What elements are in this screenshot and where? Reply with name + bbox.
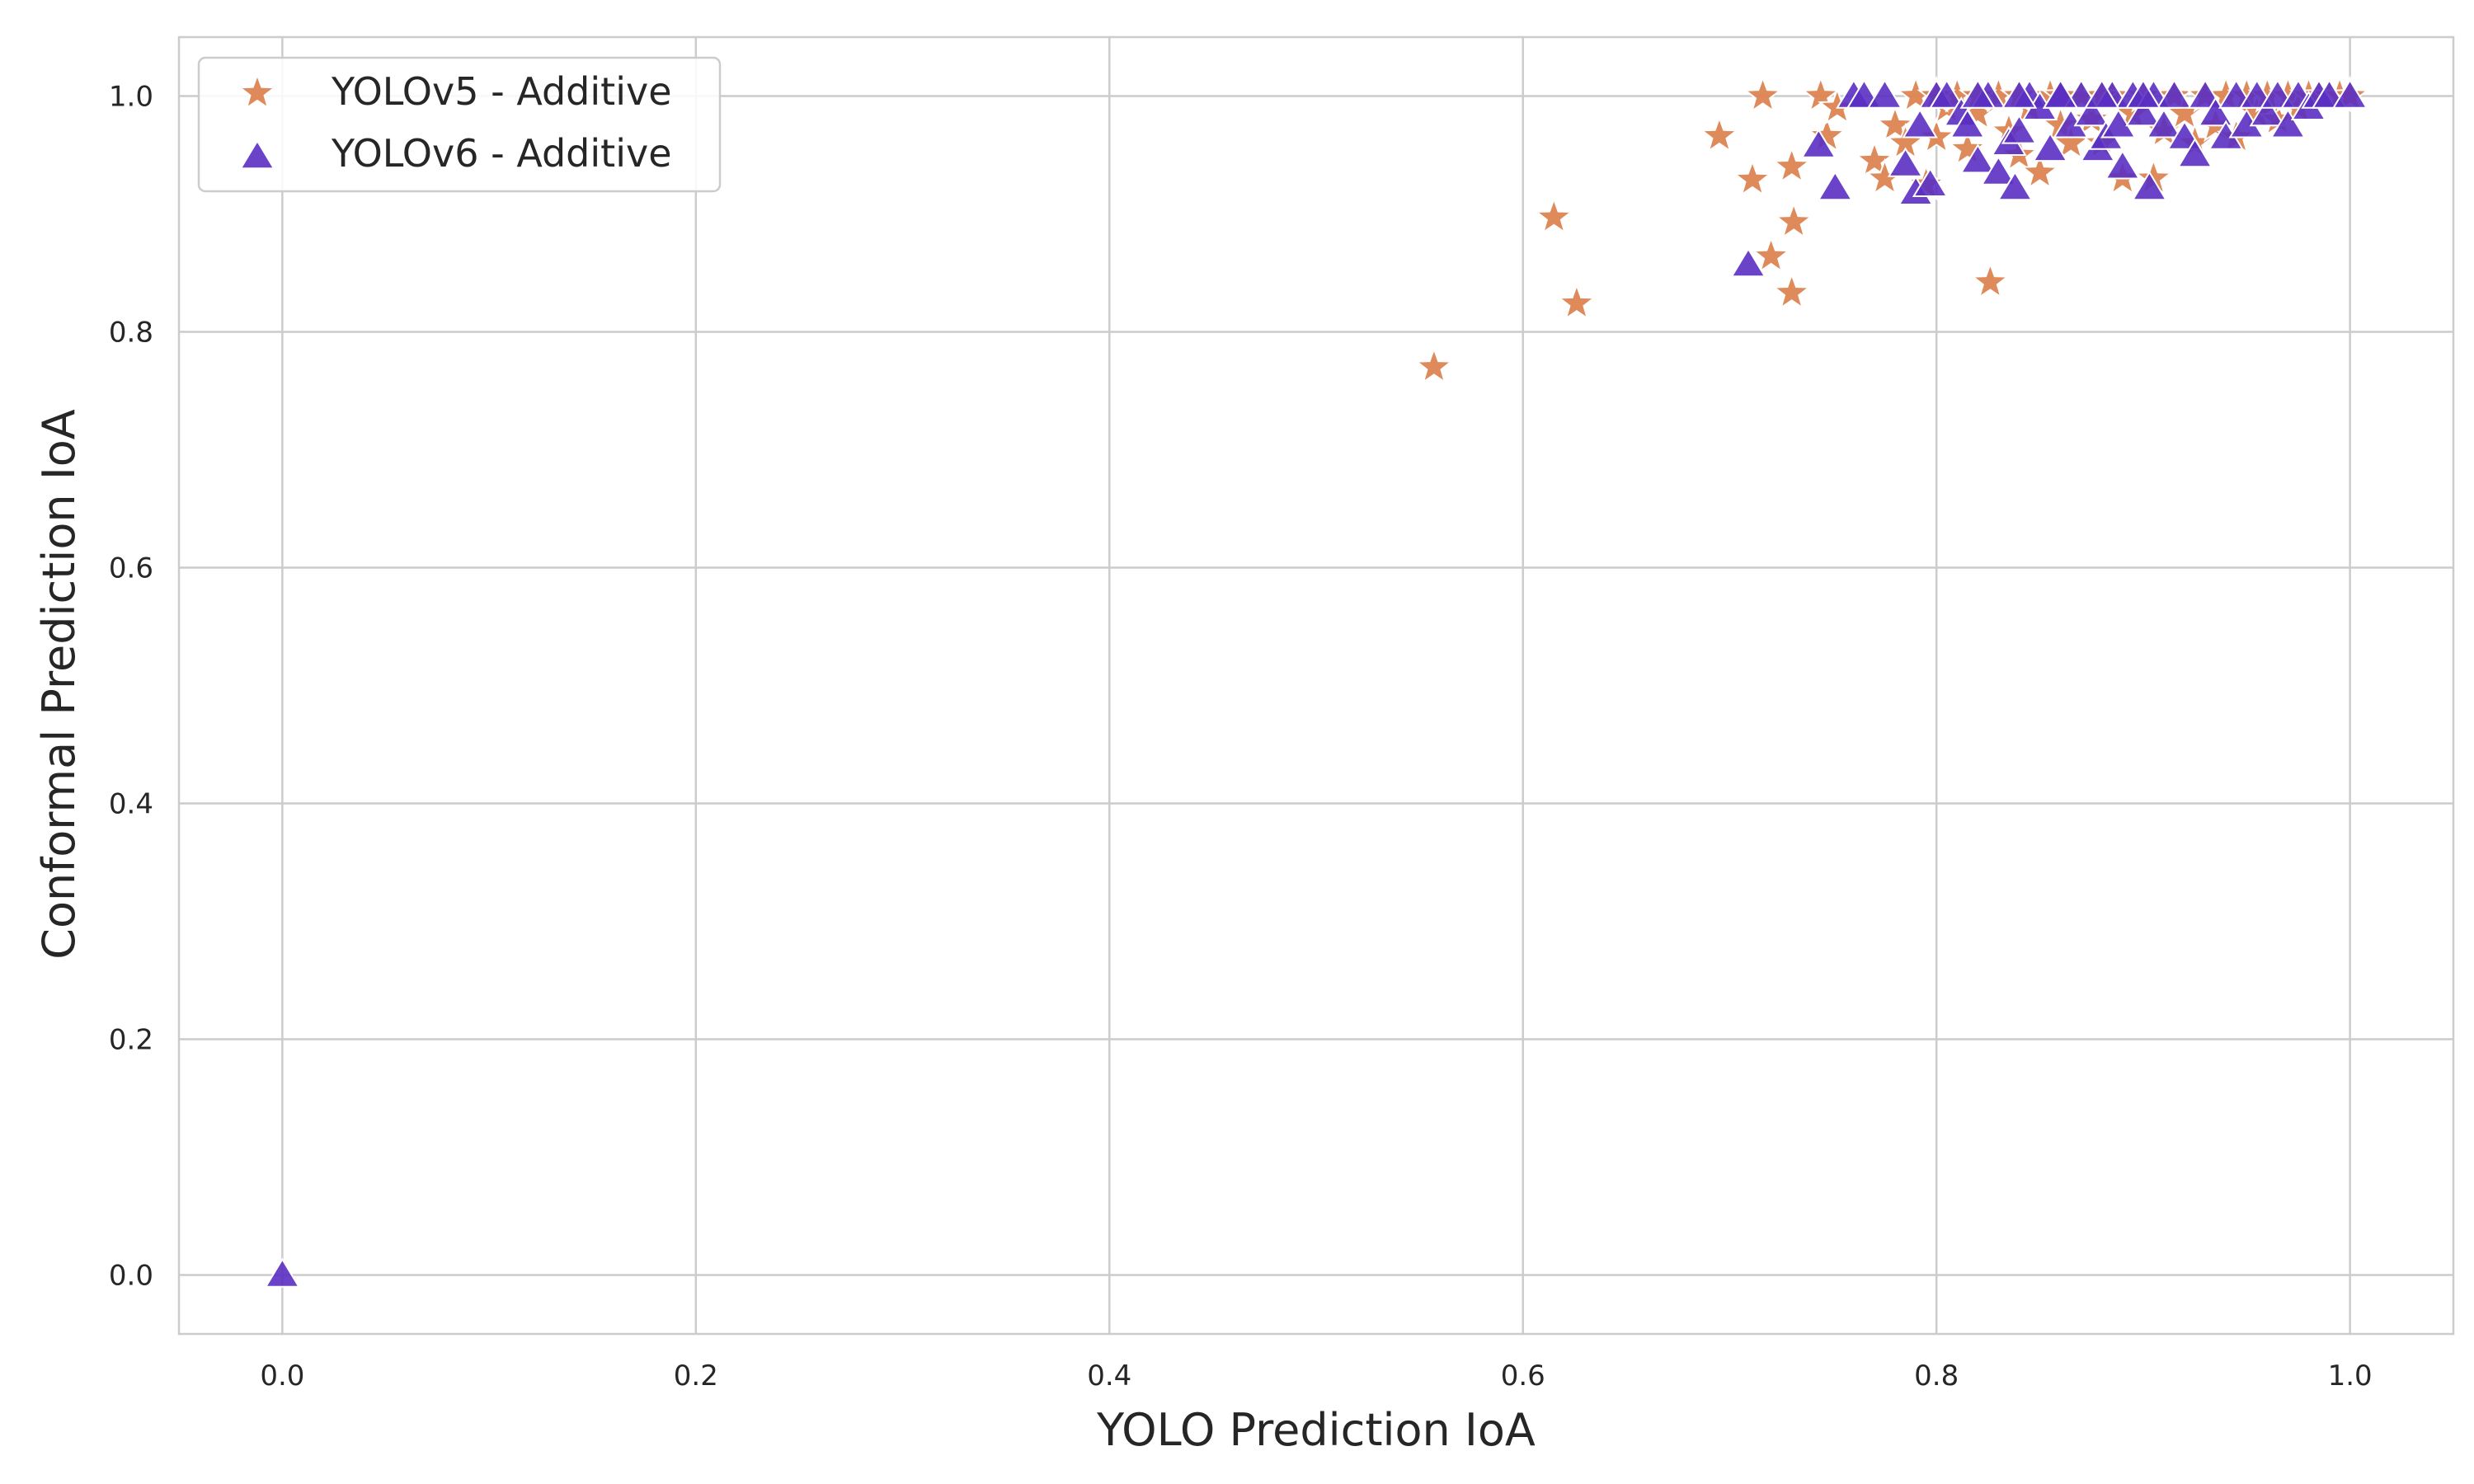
data-point-triangle: [2073, 96, 2109, 127]
x-tick-label: 0.2: [674, 1360, 718, 1392]
x-axis-label: YOLO Prediction IoA: [1096, 1404, 1536, 1456]
data-point-triangle: [1866, 78, 1903, 109]
data-point-star: [1534, 196, 1574, 235]
y-axis-ticks: 0.0 0.2 0.4 0.6 0.8 1.0: [109, 81, 153, 1293]
data-point-triangle: [2105, 149, 2141, 180]
y-tick-label: 0.4: [109, 788, 153, 821]
data-point-star: [1771, 146, 1812, 184]
legend: YOLOv5 - Additive YOLOv6 - Additive: [197, 56, 722, 193]
x-tick-label: 0.0: [260, 1360, 304, 1392]
data-point-triangle: [1902, 108, 1938, 139]
x-axis-ticks: 0.0 0.2 0.4 0.6 0.8 1.0: [260, 1360, 2372, 1392]
data-point-star: [1557, 283, 1597, 321]
data-point-triangle: [1997, 171, 2034, 201]
data-point-star: [1771, 272, 1812, 310]
x-tick-label: 0.8: [1914, 1360, 1959, 1392]
legend-label-yolov6: YOLOv6 - Additive: [331, 131, 672, 176]
data-point-star: [1970, 261, 2011, 299]
data-point-triangle: [1950, 108, 1986, 139]
data-point-triangle: [2083, 78, 2120, 109]
data-point-star: [2020, 152, 2060, 190]
legend-label-yolov5: YOLOv5 - Additive: [331, 69, 672, 114]
data-point-triangle: [2001, 78, 2038, 109]
data-point-triangle: [1730, 247, 1766, 278]
data-point-triangle: [2156, 78, 2193, 109]
data-point-star: [1700, 115, 1739, 153]
legend-box: [197, 56, 722, 193]
data-point-triangle: [2125, 78, 2161, 109]
legend-entry-yolov5: YOLOv5 - Additive: [238, 69, 672, 114]
data-point-star: [1875, 105, 1915, 143]
data-points: [264, 75, 2370, 1288]
data-point-triangle: [1959, 78, 1997, 109]
data-point-star: [1751, 236, 1791, 274]
data-point-triangle: [2331, 78, 2368, 109]
data-point-triangle: [1817, 171, 1854, 201]
data-point-star: [1733, 159, 1772, 197]
data-point-star: [1948, 128, 1987, 166]
data-point-triangle: [2042, 78, 2079, 109]
data-point-triangle: [264, 1257, 301, 1288]
data-point-triangle: [1800, 128, 1837, 158]
legend-entry-yolov6: YOLOv6 - Additive: [239, 131, 672, 176]
legend-triangle-icon: [239, 139, 275, 170]
data-point-star: [1743, 75, 1783, 113]
data-point-triangle: [2269, 108, 2307, 139]
data-point-triangle: [2249, 96, 2286, 127]
series-yolov6-points: [264, 78, 2368, 1288]
data-point-triangle: [1912, 167, 1949, 197]
data-point-star: [1414, 346, 1454, 384]
y-tick-label: 0.2: [109, 1024, 153, 1057]
y-tick-label: 0.8: [109, 317, 153, 350]
data-point-triangle: [2176, 138, 2213, 168]
legend-star-marker: [238, 73, 277, 110]
data-point-triangle: [2197, 96, 2234, 127]
x-tick-label: 0.4: [1087, 1360, 1131, 1392]
y-tick-label: 0.6: [109, 552, 153, 585]
data-point-triangle: [2001, 114, 2038, 144]
data-point-triangle: [1928, 78, 1965, 109]
plot-area-frame: [177, 35, 2455, 1336]
data-point-triangle: [2032, 131, 2068, 162]
data-point-triangle: [1980, 155, 2017, 186]
data-point-triangle: [2125, 96, 2161, 127]
y-tick-label: 0.0: [109, 1260, 153, 1293]
data-point-triangle: [1887, 147, 1924, 177]
x-tick-label: 0.6: [1501, 1360, 1545, 1392]
y-tick-label: 1.0: [109, 81, 153, 114]
x-tick-label: 1.0: [2328, 1360, 2373, 1392]
y-axis-label: Conformal Prediction IoA: [33, 409, 85, 960]
data-point-triangle: [2146, 108, 2182, 139]
data-point-star: [1855, 140, 1894, 178]
data-point-triangle: [2131, 171, 2168, 201]
legend-triangle-marker: [239, 139, 275, 170]
data-point-triangle: [1959, 143, 1997, 174]
data-point-star: [1774, 201, 1813, 239]
legend-star-icon: [238, 73, 277, 110]
data-point-triangle: [2100, 108, 2137, 139]
